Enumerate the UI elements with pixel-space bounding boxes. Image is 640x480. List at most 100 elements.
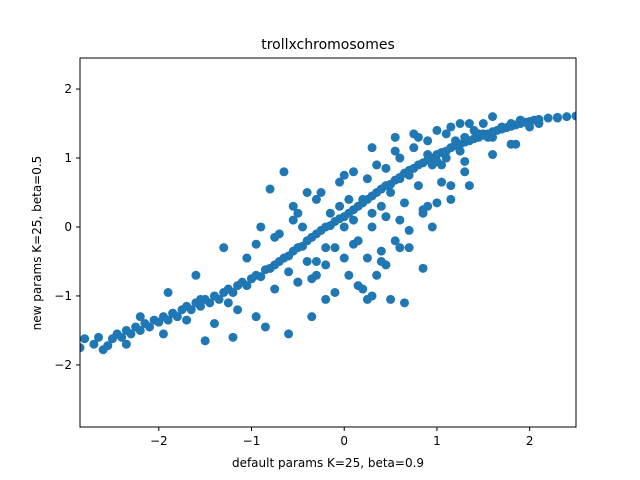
scatter-point [209,319,219,329]
y-axis-title: new params K=25, beta=0.5 [30,156,44,331]
scatter-point [302,188,312,197]
scatter-point [372,270,382,280]
scatter-point [441,129,451,139]
scatter-point [515,115,525,125]
scatter-point [223,298,233,308]
scatter-point [270,284,280,294]
labels-layer: trollxchromosomes default params K=25, b… [30,37,424,470]
scatter-point [145,322,155,332]
scatter-point [233,305,243,315]
scatter-point [395,174,405,184]
scatter-point [135,325,145,335]
scatter-point [321,243,331,253]
x-tick-label: 1 [433,434,441,448]
scatter-point [441,153,451,163]
scatter-point [455,146,465,156]
x-axis-title: default params K=25, beta=0.9 [232,456,424,470]
scatter-point [432,198,442,208]
scatter-point [288,201,298,211]
scatter-point [94,332,104,342]
y-tick-label: 2 [64,82,72,96]
scatter-point [437,177,447,187]
scatter-point [423,136,433,146]
scatter-point [386,188,396,197]
scatter-point [191,270,201,280]
scatter-point [376,246,386,256]
plot-frame [79,57,577,428]
x-tick-label: −2 [150,434,168,448]
scatter-point [214,294,224,304]
scatter-point [242,281,252,291]
points-layer [80,111,576,355]
scatter-point [506,139,516,149]
scatter-point [265,263,275,273]
scatter-point [367,208,377,218]
scatter-point [450,136,460,146]
scatter-point [446,194,456,204]
scatter-point [488,112,498,122]
scatter-point [293,277,303,287]
scatter-point [543,113,553,123]
scatter-point [483,132,493,142]
y-tick-label: 0 [64,220,72,234]
y-tick-label: 1 [64,151,72,165]
scatter-point [464,181,474,191]
scatter-point [80,343,85,353]
scatter-point [423,150,433,160]
scatter-point [349,167,358,177]
scatter-point [196,294,206,304]
scatter-point [339,222,349,232]
scatter-point [418,208,428,218]
scatter-point [344,270,354,280]
scatter-point [196,301,206,311]
scatter-point [404,225,414,235]
scatter-point [98,345,108,355]
scatter-point [427,160,437,170]
scatter-point [349,215,358,225]
scatter-point [427,222,437,232]
scatter-point [404,170,414,180]
scatter-point [432,125,442,135]
scatter-point [571,111,576,121]
scatter-point [121,339,131,349]
y-tick-label: −2 [54,358,72,372]
scatter-point [390,146,400,156]
scatter-point [413,181,423,191]
scatter-point [358,284,368,294]
x-tick-label: 0 [340,434,348,448]
scatter-point [395,215,405,225]
scatter-point [506,119,516,129]
chart-title: trollxchromosomes [261,37,395,53]
scatter-point [302,256,312,266]
scatter-point [321,260,331,270]
scatter-point [311,194,321,204]
scatter-point [399,198,409,208]
scatter-point [339,253,349,263]
scatter-point [242,253,252,263]
scatter-point [279,167,289,177]
scatter-point [381,212,391,222]
scatter-point [168,308,178,318]
scatter-point [325,208,335,218]
scatter-point [455,119,465,129]
scatter-point [284,267,294,277]
scatter-point [270,232,280,242]
scatter-point [186,305,196,315]
scatter-point [256,222,266,232]
scatter-point [307,312,317,322]
scatter-point [413,132,423,142]
scatter-point [562,112,572,122]
scatter-point [395,243,405,253]
scatter-point [376,256,386,266]
scatter-point [307,274,317,284]
scatter-point [316,188,326,197]
scatter-point [525,122,535,132]
scatter-point [390,132,400,142]
scatter-point [200,336,210,346]
scatter-point [330,288,340,297]
scatter-point [89,339,99,349]
scatter-point [80,334,90,344]
scatter-point [534,119,544,129]
scatter-point [335,177,345,187]
scatter-point [321,294,331,304]
